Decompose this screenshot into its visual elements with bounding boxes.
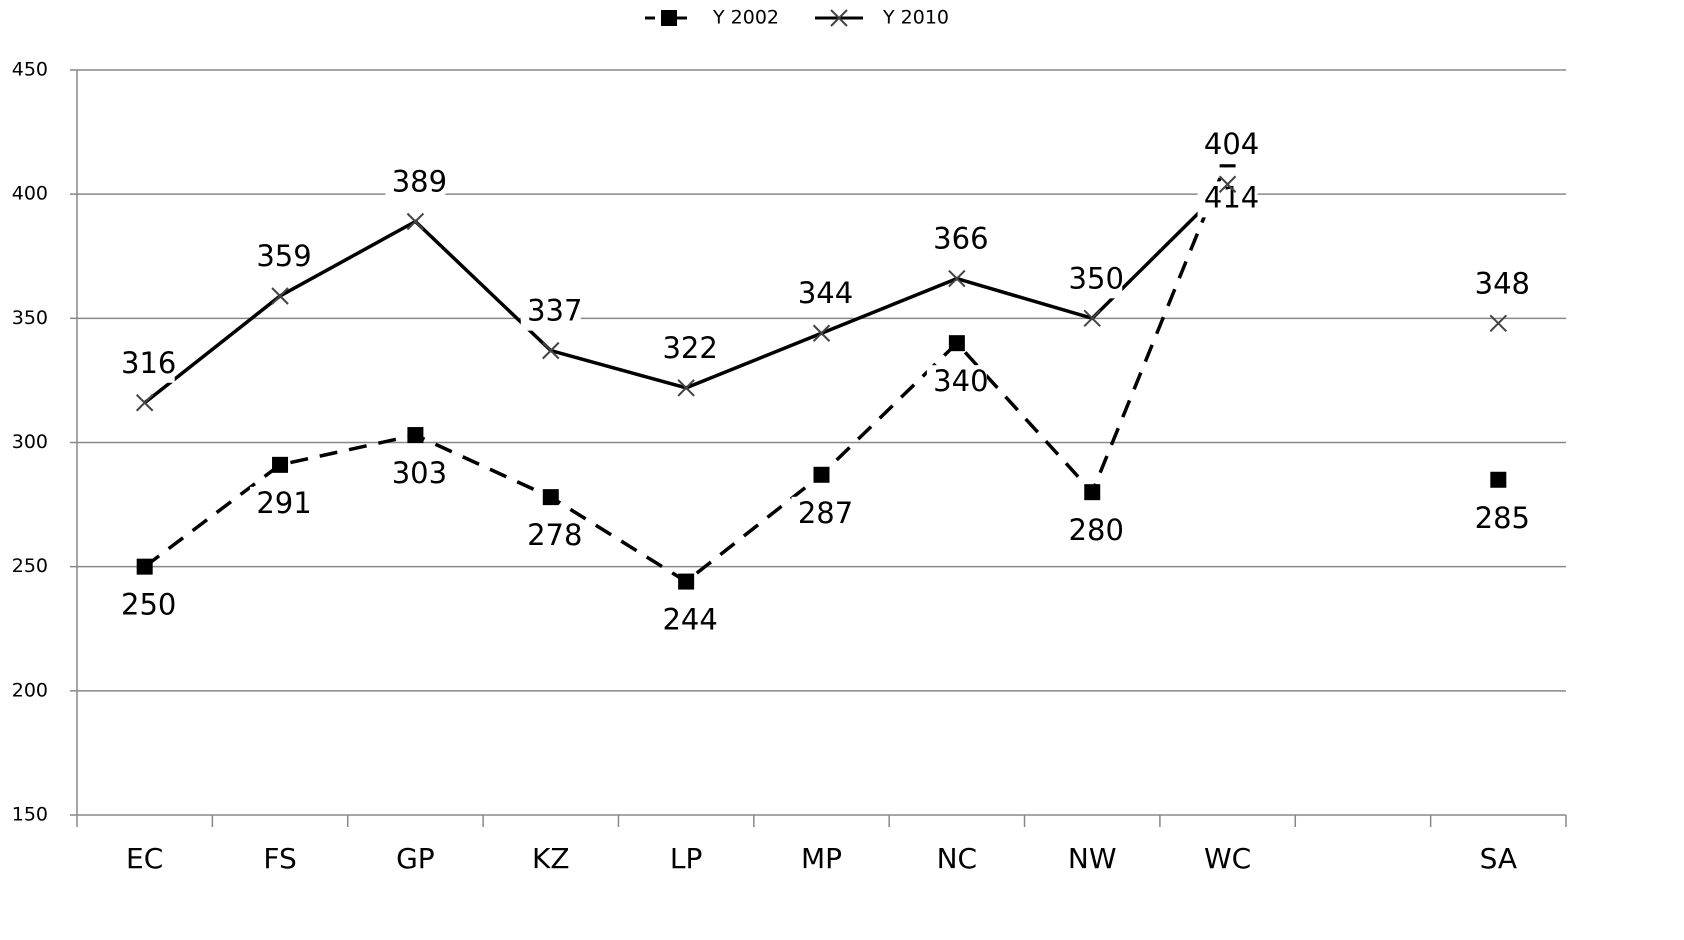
point [948, 269, 966, 288]
label-background [1062, 262, 1123, 299]
y-tick-label: 400 [12, 183, 48, 205]
x-tick-label: EC [126, 842, 163, 875]
data-label: 348 [1475, 266, 1530, 300]
y-tick-label: 150 [12, 804, 48, 826]
point [1490, 471, 1507, 488]
y-tick-label: 200 [12, 679, 48, 701]
point [812, 324, 831, 342]
label-background [926, 365, 987, 402]
x-tick-label: LP [670, 842, 702, 875]
legend-label: Y 2002 [712, 7, 779, 29]
label-background [520, 294, 581, 331]
data-label: 366 [933, 222, 988, 256]
data-label: 344 [798, 276, 853, 310]
x-tick-label: MP [801, 842, 842, 875]
x-tick-label: FS [263, 842, 296, 875]
point [272, 456, 289, 473]
data-label: 316 [121, 346, 176, 380]
label-background [1062, 514, 1123, 551]
legend-marker [661, 10, 677, 26]
point [677, 379, 695, 397]
label-background [791, 496, 852, 533]
data-label: 285 [1475, 501, 1530, 535]
label-background [791, 277, 852, 314]
legend-label: Y 2010 [882, 7, 949, 29]
label-background [520, 519, 581, 556]
data-label: 359 [256, 239, 311, 273]
data-label: 414 [1204, 180, 1259, 214]
point [1218, 175, 1237, 193]
data-label: 337 [527, 294, 582, 328]
data-label: 291 [256, 486, 311, 520]
label-background [114, 588, 175, 625]
label-background [250, 239, 311, 276]
x-tick-label: WC [1204, 842, 1251, 875]
label-background [385, 457, 446, 494]
point [135, 394, 154, 412]
point [271, 287, 289, 305]
data-label: 350 [1069, 261, 1124, 295]
data-label: 244 [662, 603, 717, 637]
x-tick-label: SA [1480, 842, 1517, 875]
label-background [250, 486, 311, 523]
data-label: 340 [933, 364, 988, 398]
y-tick-label: 450 [12, 59, 48, 81]
legend-marker [830, 9, 848, 27]
label-background [1468, 501, 1529, 538]
point [407, 427, 424, 444]
label-background [656, 331, 717, 368]
y-tick-label: 350 [12, 307, 48, 329]
data-label: 250 [121, 588, 176, 622]
label-background [1468, 267, 1529, 304]
point [1083, 309, 1101, 328]
point [406, 212, 425, 231]
label-background [114, 346, 175, 383]
y-tick-label: 250 [12, 555, 48, 577]
data-label: 389 [392, 164, 447, 198]
point [1489, 314, 1508, 333]
point [136, 558, 153, 575]
label-background [1197, 128, 1258, 165]
label-background [656, 603, 717, 640]
data-label: 303 [392, 456, 447, 490]
label-background [1197, 181, 1258, 218]
x-tick-label: GP [396, 842, 435, 875]
point [542, 489, 559, 506]
x-tick-label: NC [937, 842, 978, 875]
data-label: 404 [1204, 127, 1259, 161]
point [1084, 484, 1101, 501]
point [948, 335, 965, 352]
label-background [926, 222, 987, 259]
data-label: 287 [798, 496, 853, 530]
data-label: 278 [527, 518, 582, 552]
point [813, 466, 830, 483]
x-tick-label: NW [1068, 842, 1117, 875]
point [678, 573, 695, 590]
x-tick-label: KZ [532, 842, 570, 875]
data-label: 322 [662, 331, 717, 365]
data-label: 280 [1069, 513, 1124, 547]
y-tick-label: 300 [12, 431, 48, 453]
point [542, 341, 560, 360]
label-background [385, 165, 446, 202]
